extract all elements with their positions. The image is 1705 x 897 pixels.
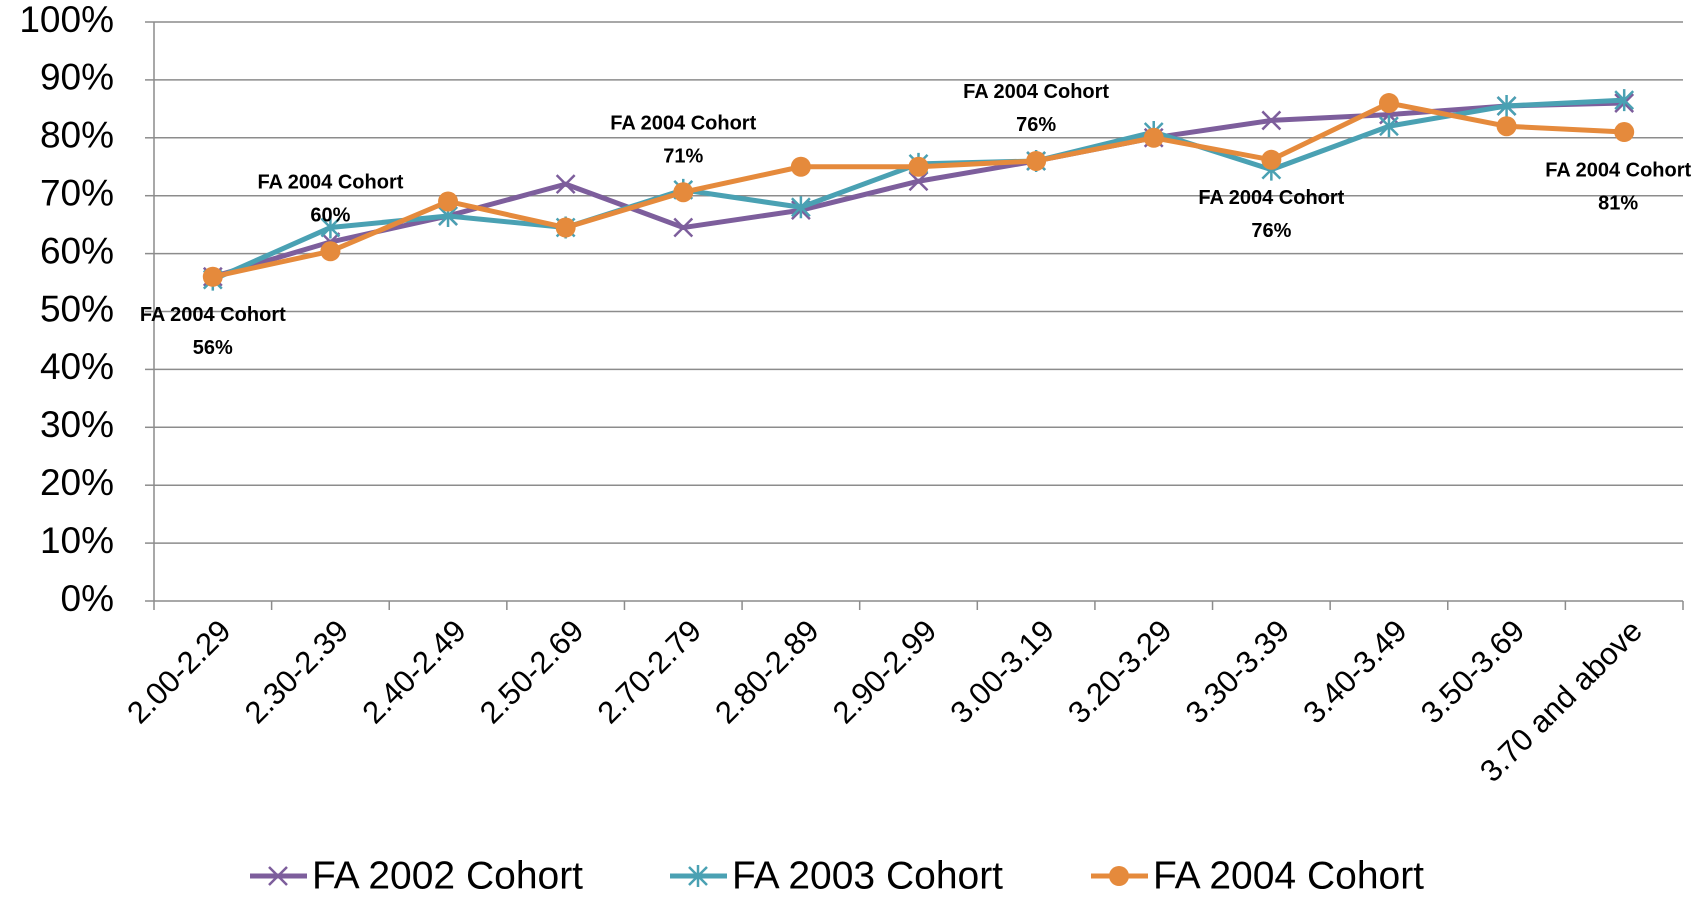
data-label: 76% xyxy=(1251,220,1291,242)
marker xyxy=(268,866,288,886)
x-tick-label: 2.00-2.29 xyxy=(120,613,237,730)
marker xyxy=(320,241,341,262)
data-label: 71% xyxy=(663,146,703,168)
y-tick-label: 50% xyxy=(40,288,114,329)
series xyxy=(202,89,1635,291)
y-tick-label: 40% xyxy=(40,346,114,387)
marker xyxy=(1109,866,1129,886)
x-tick-label: 3.40-3.49 xyxy=(1296,613,1413,730)
legend-label: FA 2003 Cohort xyxy=(732,854,1003,897)
marker xyxy=(688,865,708,887)
y-tick-label: 100% xyxy=(19,0,114,40)
data-label-name: FA 2004 Cohort xyxy=(140,304,286,326)
marker xyxy=(1614,122,1635,143)
series-line xyxy=(212,100,1625,280)
marker xyxy=(438,191,459,212)
marker xyxy=(1496,116,1517,137)
marker xyxy=(1261,149,1282,170)
x-tick-label: 2.80-2.89 xyxy=(708,613,825,730)
y-tick-label: 60% xyxy=(40,230,114,271)
marker xyxy=(673,217,694,238)
x-tick-label: 3.50-3.69 xyxy=(1414,613,1531,730)
marker xyxy=(673,182,694,203)
marker xyxy=(908,156,929,177)
data-label-name: FA 2004 Cohort xyxy=(1545,159,1691,181)
data-label: 76% xyxy=(1016,114,1056,136)
series xyxy=(202,93,1635,287)
data-label-name: FA 2004 Cohort xyxy=(610,113,756,135)
y-tick-label: 0% xyxy=(61,578,114,619)
marker xyxy=(555,217,576,238)
x-tick-label: 2.40-2.49 xyxy=(355,613,472,730)
x-tick-label: 2.90-2.99 xyxy=(826,613,943,730)
marker xyxy=(908,171,929,192)
legend-label: FA 2002 Cohort xyxy=(312,854,583,897)
marker xyxy=(791,196,811,219)
x-tick-label: 3.20-3.29 xyxy=(1061,613,1178,730)
data-label: 81% xyxy=(1598,192,1638,214)
x-tick-label: 2.50-2.69 xyxy=(473,613,590,730)
y-tick-label: 80% xyxy=(40,115,114,156)
marker xyxy=(555,174,576,195)
data-label: 60% xyxy=(310,205,350,227)
series-line xyxy=(212,100,1625,280)
marker xyxy=(1496,94,1517,117)
marker xyxy=(790,156,811,177)
marker xyxy=(1379,115,1399,138)
x-tick-label: 3.00-3.19 xyxy=(943,613,1060,730)
y-tick-label: 70% xyxy=(40,172,114,213)
data-label-name: FA 2004 Cohort xyxy=(257,172,403,194)
data-label: 56% xyxy=(193,337,233,359)
marker xyxy=(202,266,223,287)
series-line xyxy=(211,97,1625,282)
data-label-name: FA 2004 Cohort xyxy=(963,81,1109,103)
marker xyxy=(320,216,341,239)
marker xyxy=(1026,150,1047,171)
legend-label: FA 2004 Cohort xyxy=(1153,854,1424,897)
y-tick-label: 30% xyxy=(40,404,114,445)
y-tick-label: 20% xyxy=(40,462,114,503)
x-tick-label: 3.30-3.39 xyxy=(1179,613,1296,730)
marker xyxy=(1378,93,1399,114)
data-label-name: FA 2004 Cohort xyxy=(1198,187,1344,209)
marker xyxy=(1261,110,1282,131)
x-tick-label: 2.30-2.39 xyxy=(238,613,355,730)
marker xyxy=(1614,89,1635,112)
x-tick-label: 2.70-2.79 xyxy=(591,613,708,730)
y-tick-label: 90% xyxy=(40,57,114,98)
y-tick-label: 10% xyxy=(40,520,114,561)
marker xyxy=(1143,127,1164,148)
